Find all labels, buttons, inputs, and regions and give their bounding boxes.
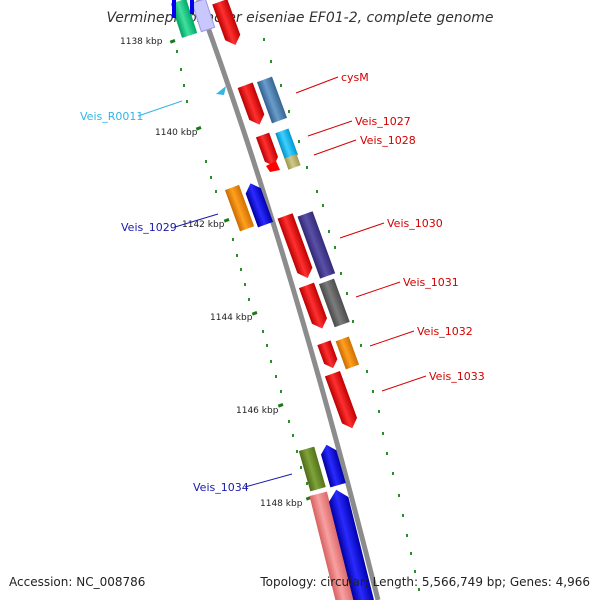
kbp-label: 1144 kbp bbox=[210, 313, 253, 323]
feature-veis1029-orange bbox=[224, 184, 255, 232]
feature-veis1027-sky bbox=[275, 128, 299, 160]
feature-top-lavender bbox=[191, 0, 216, 33]
feature-veis1033-red bbox=[324, 370, 358, 429]
feature-top-blue bbox=[172, 0, 194, 18]
label-leader-lines bbox=[137, 76, 427, 488]
feature-small-red-arrow bbox=[266, 161, 280, 172]
feature-bottom-blue bbox=[328, 489, 374, 600]
gene-label-veis1033[interactable]: Veis_1033 bbox=[429, 370, 485, 383]
kbp-label: 1138 kbp bbox=[120, 37, 163, 47]
feature-veis1034-olive bbox=[298, 446, 326, 492]
gene-label-veis1028[interactable]: Veis_1028 bbox=[360, 134, 416, 147]
accession-text: Accession: NC_008786 bbox=[9, 575, 146, 589]
gene-label-veis1032[interactable]: Veis_1032 bbox=[417, 325, 473, 338]
rna-marker-icon bbox=[216, 86, 226, 95]
kbp-label: 1148 kbp bbox=[260, 499, 303, 509]
gene-label-veis1030[interactable]: Veis_1030 bbox=[387, 217, 443, 230]
kbp-label: 1146 kbp bbox=[236, 406, 279, 416]
feature-veis1031-red bbox=[298, 282, 327, 329]
kbp-label: 1140 kbp bbox=[155, 128, 198, 138]
kbp-label: 1142 kbp bbox=[182, 220, 225, 230]
gene-label-veis1034[interactable]: Veis_1034 bbox=[193, 481, 249, 494]
gene-label-veis1027[interactable]: Veis_1027 bbox=[355, 115, 411, 128]
feature-veis1032-red bbox=[317, 340, 338, 369]
gene-label-veis1029[interactable]: Veis_1029 bbox=[121, 221, 177, 234]
gene-label-veis1031[interactable]: Veis_1031 bbox=[403, 276, 459, 289]
feature-veis1029-blue bbox=[245, 183, 274, 228]
feature-veis1030-red bbox=[277, 213, 313, 278]
feature-cysM-steel bbox=[256, 76, 288, 124]
feature-veis1034-blue bbox=[321, 444, 346, 488]
feature-top-green bbox=[170, 0, 198, 38]
feature-top-red bbox=[212, 0, 241, 46]
feature-cysM-cds bbox=[237, 82, 265, 125]
feature-veis1032-orange bbox=[335, 336, 360, 370]
feature-veis1031-gray bbox=[318, 278, 350, 328]
genome-backbone bbox=[195, 0, 381, 600]
feature-veis1030-slate bbox=[297, 211, 336, 279]
genome-summary-text: Topology: circular; Length: 5,566,749 bp… bbox=[260, 575, 590, 589]
gene-label-veisR0011[interactable]: Veis_R0011 bbox=[80, 110, 143, 123]
gc-dots-inner bbox=[176, 50, 308, 485]
feature-veis1028-khaki bbox=[284, 153, 301, 170]
feature-veis1027-red bbox=[255, 132, 278, 166]
gene-label-cysM[interactable]: cysM bbox=[341, 71, 369, 84]
feature-bottom-salmon bbox=[309, 491, 355, 600]
gc-dots-outer bbox=[263, 38, 420, 591]
